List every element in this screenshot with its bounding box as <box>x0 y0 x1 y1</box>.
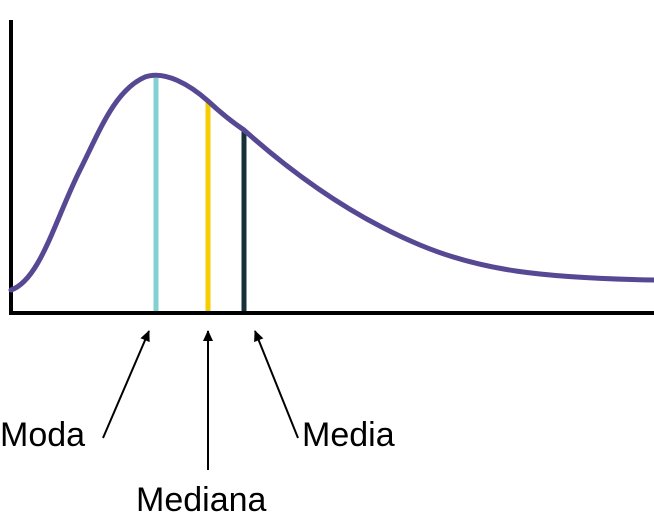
distribution-curve <box>8 72 654 293</box>
mean-label: Media <box>302 416 395 454</box>
median-label: Mediana <box>136 481 267 519</box>
mode-label: Moda <box>0 416 85 454</box>
mode-arrow <box>102 330 150 439</box>
mean-arrow <box>254 330 299 439</box>
